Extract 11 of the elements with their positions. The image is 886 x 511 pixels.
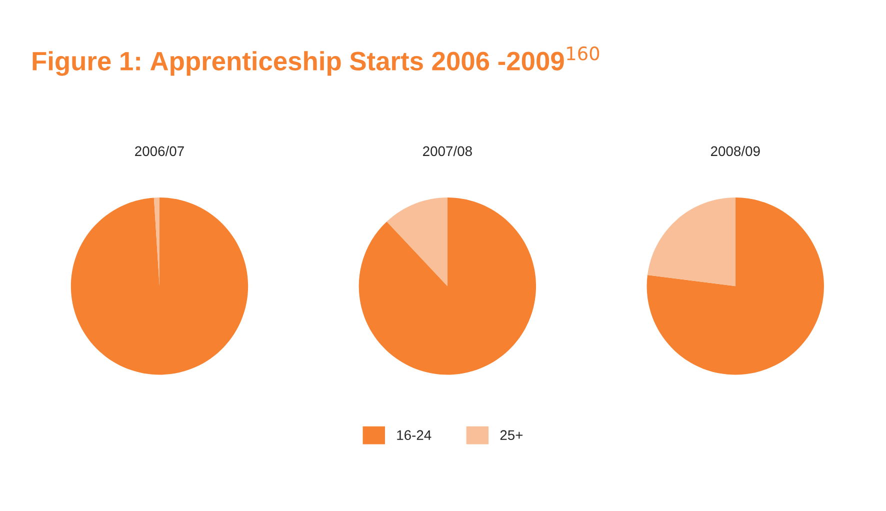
legend-label: 25+ bbox=[500, 430, 523, 440]
pie-slice bbox=[386, 198, 448, 286]
legend-label: 16-24 bbox=[397, 430, 432, 440]
pie-slice bbox=[647, 198, 736, 286]
pie-slice bbox=[646, 198, 824, 375]
chart-subtitle: 2008/09 bbox=[710, 146, 760, 156]
pie-slice bbox=[358, 198, 536, 375]
chart-subtitle: 2006/07 bbox=[135, 146, 184, 156]
chart-title: Figure 1: Apprenticeship Starts 2006 -2009$^{160}$ bbox=[32, 46, 600, 76]
chart-subtitle: 2007/08 bbox=[423, 146, 472, 156]
pie-slice bbox=[70, 198, 248, 375]
